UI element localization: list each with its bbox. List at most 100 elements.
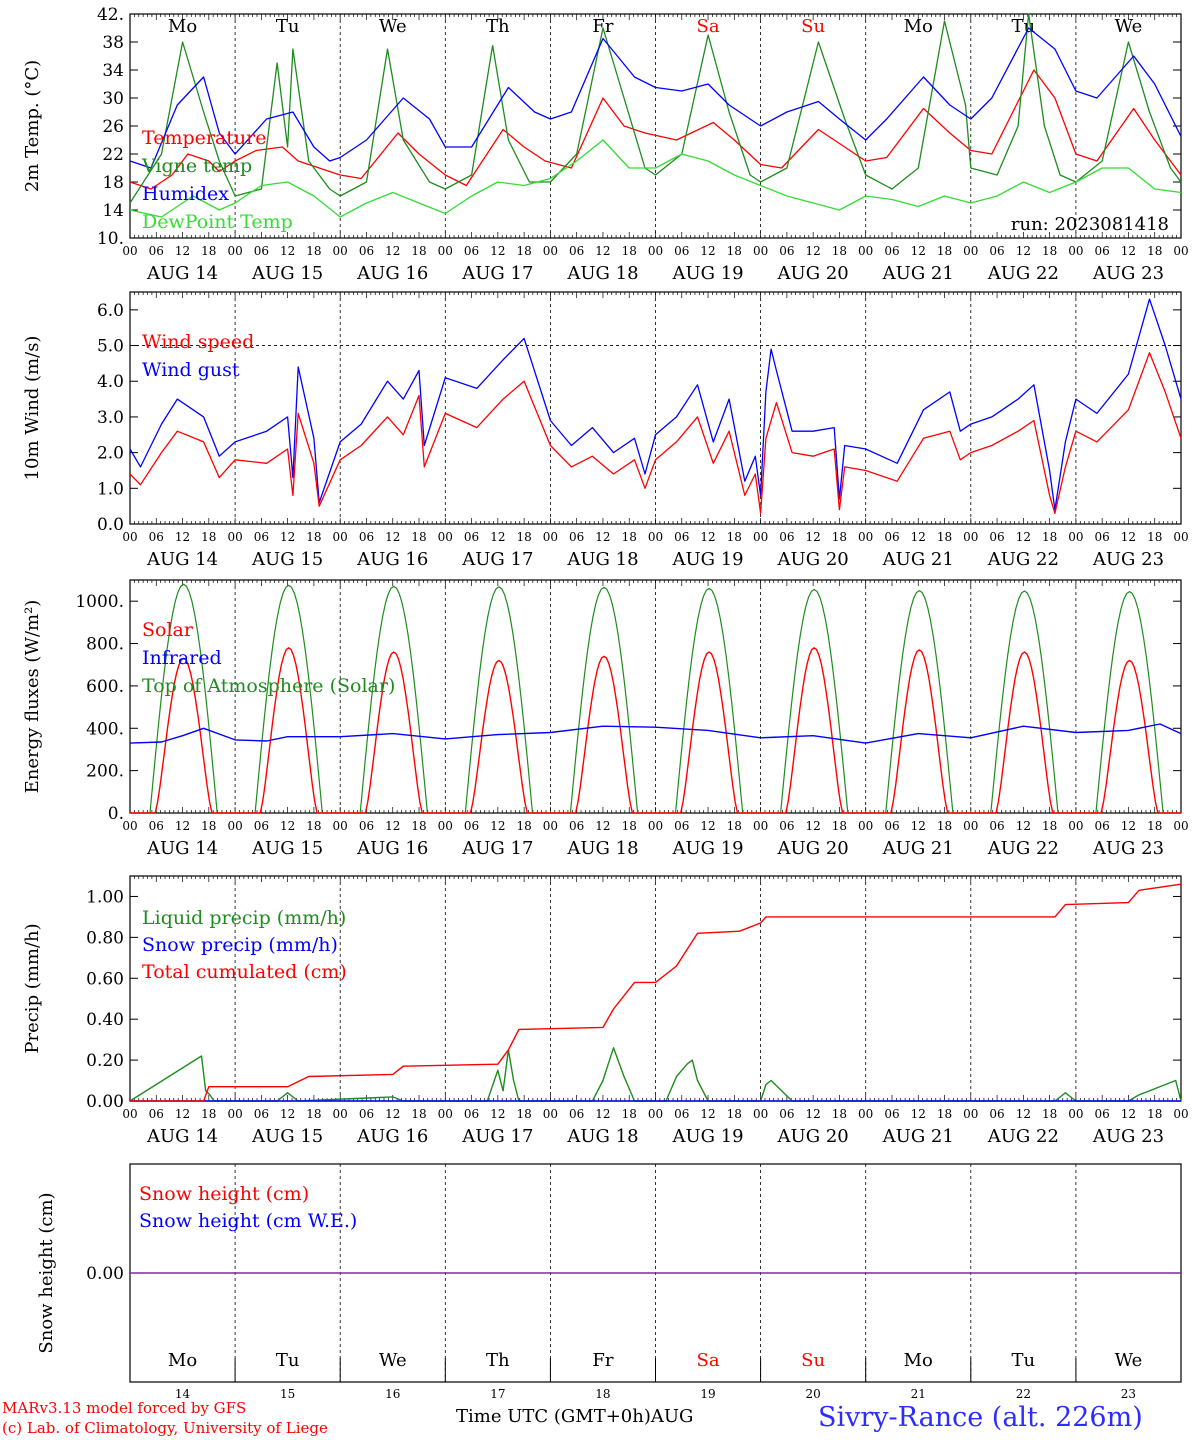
hour-label: 06 <box>884 244 899 258</box>
date-label: AUG 16 <box>356 838 428 859</box>
hour-label: 06 <box>779 819 794 833</box>
y-tick-label: 6.0 <box>97 301 124 321</box>
day-name-label: Sa <box>697 1350 720 1371</box>
series-line <box>129 27 1182 169</box>
hour-label: 00 <box>753 530 768 544</box>
hour-label: 18 <box>937 819 952 833</box>
hour-label: 18 <box>832 819 847 833</box>
date-label: AUG 23 <box>1092 838 1164 859</box>
hour-label: 06 <box>464 244 479 258</box>
day-name-label: We <box>379 16 407 37</box>
hour-label: 00 <box>858 530 873 544</box>
y-tick-label: 3.0 <box>97 408 124 428</box>
hour-label: 00 <box>1173 530 1188 544</box>
series-line <box>130 883 1182 1102</box>
hour-label: 06 <box>1095 244 1110 258</box>
hour-label: 06 <box>674 244 689 258</box>
y-tick-label: 0.20 <box>86 1051 124 1071</box>
hour-label: 18 <box>1147 1107 1162 1121</box>
date-label: AUG 20 <box>777 1126 849 1147</box>
day-name-label: Mo <box>904 1350 933 1371</box>
hour-label: 18 <box>727 819 742 833</box>
date-label: AUG 14 <box>146 838 218 859</box>
hour-label: 18 <box>201 819 216 833</box>
date-label: AUG 23 <box>1092 263 1164 284</box>
hour-label: 00 <box>648 530 663 544</box>
date-label: AUG 15 <box>251 549 323 570</box>
hour-label: 00 <box>753 1107 768 1121</box>
hour-label: 00 <box>227 530 242 544</box>
hour-label: 00 <box>333 244 348 258</box>
hour-label: 12 <box>1121 1107 1136 1121</box>
hour-label: 06 <box>464 530 479 544</box>
hour-label: 12 <box>911 530 926 544</box>
hour-label: 12 <box>806 530 821 544</box>
hour-label: 12 <box>806 1107 821 1121</box>
hour-label: 18 <box>516 530 531 544</box>
hour-label: 06 <box>569 530 584 544</box>
y-tick-label: 4.0 <box>97 372 124 392</box>
date-label: AUG 21 <box>882 549 954 570</box>
hour-label: 06 <box>989 1107 1004 1121</box>
date-number-label: 17 <box>490 1387 505 1401</box>
legend-entry: Vigne temp <box>141 155 252 177</box>
date-label: AUG 21 <box>882 1126 954 1147</box>
date-label: AUG 23 <box>1092 549 1164 570</box>
hour-label: 18 <box>727 244 742 258</box>
plot-frame <box>129 13 1182 239</box>
hour-label: 12 <box>700 1107 715 1121</box>
station-title: Sivry-Rance (alt. 226m) <box>818 1402 1143 1433</box>
legend-entry: Liquid precip (mm/h) <box>142 907 346 929</box>
hour-label: 00 <box>1068 1107 1083 1121</box>
hour-label: 06 <box>464 819 479 833</box>
hour-label: 18 <box>1042 530 1057 544</box>
date-label: AUG 17 <box>461 549 533 570</box>
hour-label: 00 <box>1173 244 1188 258</box>
hour-label: 00 <box>333 819 348 833</box>
date-label: AUG 17 <box>461 263 533 284</box>
date-label: AUG 18 <box>566 1126 638 1147</box>
hour-label: 00 <box>1068 530 1083 544</box>
hour-label: 06 <box>254 1107 269 1121</box>
series-line <box>129 69 1182 190</box>
infrared-line <box>129 723 1182 744</box>
hour-label: 12 <box>175 819 190 833</box>
hour-label: 00 <box>122 819 137 833</box>
hour-label: 06 <box>884 530 899 544</box>
hour-label: 00 <box>1173 819 1188 833</box>
legend-entry: Snow precip (mm/h) <box>142 934 338 956</box>
hour-label: 06 <box>254 244 269 258</box>
y-tick-label: 26 <box>102 117 124 137</box>
hour-label: 06 <box>149 819 164 833</box>
date-label: AUG 22 <box>987 838 1059 859</box>
day-name-label: Th <box>486 16 510 37</box>
hour-label: 12 <box>385 1107 400 1121</box>
date-label: AUG 17 <box>461 1126 533 1147</box>
legend-entry: Solar <box>142 619 194 641</box>
hour-label: 12 <box>595 530 610 544</box>
hour-label: 06 <box>674 819 689 833</box>
hour-label: 18 <box>201 530 216 544</box>
legend-entry: Humidex <box>142 183 229 205</box>
date-number-label: 21 <box>911 1387 926 1401</box>
hour-label: 00 <box>438 1107 453 1121</box>
date-label: AUG 16 <box>356 1126 428 1147</box>
legend-entry: Top of Atmosphere (Solar) <box>142 675 395 697</box>
legend-entry: Temperature <box>142 127 266 149</box>
date-label: AUG 18 <box>566 263 638 284</box>
hour-label: 18 <box>832 1107 847 1121</box>
date-label: AUG 22 <box>987 263 1059 284</box>
hour-label: 18 <box>1042 244 1057 258</box>
hour-label: 00 <box>122 1107 137 1121</box>
y-tick-label: 2.0 <box>97 444 124 464</box>
hour-label: 06 <box>359 530 374 544</box>
day-name-label: Sa <box>697 16 720 37</box>
hour-label: 00 <box>753 244 768 258</box>
hour-label: 06 <box>1095 1107 1110 1121</box>
hour-label: 06 <box>569 244 584 258</box>
hour-label: 12 <box>1016 819 1031 833</box>
hour-label: 12 <box>280 530 295 544</box>
legend-entry: DewPoint Temp <box>142 211 293 233</box>
day-name-label: We <box>379 1350 407 1371</box>
